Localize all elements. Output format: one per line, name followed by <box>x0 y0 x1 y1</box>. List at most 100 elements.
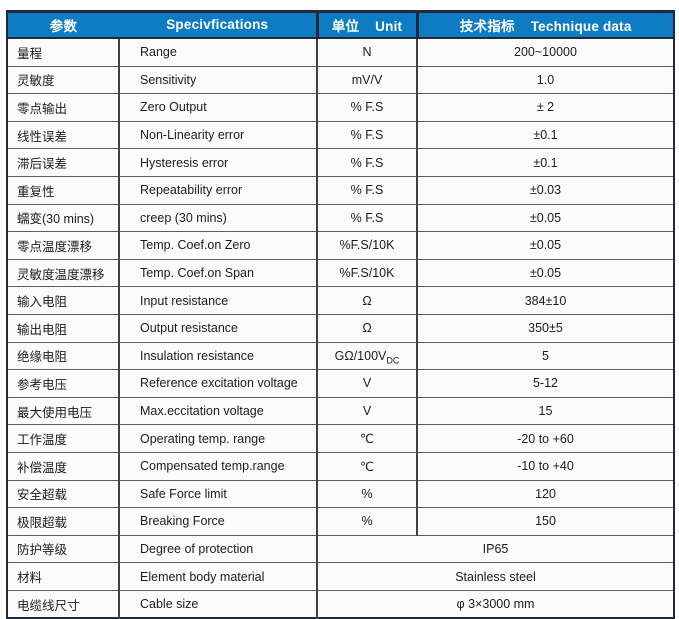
value-cell: 384±10 <box>416 286 674 315</box>
param-cn-cell: 工作温度 <box>7 424 119 453</box>
unit-cell: %F.S/10K <box>316 231 417 260</box>
unit-cell: V <box>316 369 417 398</box>
value-cell: ± 2 <box>416 93 674 122</box>
table-row: 零点输出 Zero Output % F.S ± 2 <box>7 93 674 122</box>
table-row: 零点温度漂移 Temp. Coef.on Zero %F.S/10K ±0.05 <box>7 231 674 260</box>
unit-text: %F.S/10K <box>339 238 395 253</box>
param-cn-cell: 量程 <box>7 37 119 67</box>
unit-text: %F.S/10K <box>339 266 395 281</box>
spec-en-cell: creep (30 mins) <box>118 203 317 232</box>
unit-cell: % F.S <box>316 148 417 177</box>
unit-subscript: DC <box>386 355 400 366</box>
param-cn-cell: 参考电压 <box>7 369 119 398</box>
table-row: 滞后误差 Hysteresis error % F.S ±0.1 <box>7 148 674 177</box>
table-row: 蠕变(30 mins) creep (30 mins) % F.S ±0.05 <box>7 203 674 232</box>
value-cell: ±0.05 <box>416 203 674 232</box>
table-row: 灵敏度温度漂移 Temp. Coef.on Span %F.S/10K ±0.05 <box>7 258 674 287</box>
unit-cell: % F.S <box>316 93 417 122</box>
header-technique-data: 技术指标 Technique data <box>415 11 674 39</box>
spec-table-body: 量程 Range N 200~10000 灵敏度 Sensitivity mV/V 1.0 零点… <box>7 37 674 619</box>
value-cell: ±0.03 <box>416 175 674 205</box>
value-cell: 1.0 <box>416 65 674 94</box>
spec-en-cell: Reference excitation voltage <box>118 369 317 398</box>
unit-text: ℃ <box>359 432 375 447</box>
spec-en-cell: Degree of protection <box>118 534 317 563</box>
header-data-label-en: Technique data <box>530 18 632 34</box>
param-cn-cell: 灵敏度温度漂移 <box>7 258 119 287</box>
unit-cell: %F.S/10K <box>316 258 417 287</box>
param-cn-cell: 补偿温度 <box>7 451 119 480</box>
unit-text: mV/V <box>351 72 383 87</box>
table-row: 输入电阻 Input resistance Ω 384±10 <box>7 286 674 315</box>
param-cn-cell: 零点温度漂移 <box>7 231 119 260</box>
param-cn-cell: 材料 <box>7 562 119 591</box>
param-cn-cell: 安全超载 <box>7 479 119 508</box>
param-cn-cell: 灵敏度 <box>7 65 119 94</box>
unit-text: % F.S <box>350 155 384 170</box>
table-row: 补偿温度 Compensated temp.range ℃ -10 to +40 <box>7 451 674 480</box>
unit-text: % <box>361 514 373 529</box>
unit-text: V <box>362 404 372 419</box>
unit-cell: mV/V <box>316 65 417 94</box>
value-cell: ±0.1 <box>416 120 674 149</box>
unit-text: % F.S <box>350 183 384 198</box>
unit-cell: % <box>316 479 417 508</box>
table-row: 电缆线尺寸 Cable size φ 3×3000 mm <box>7 589 674 619</box>
spec-en-cell: Non-Linearity error <box>118 120 317 149</box>
spec-en-cell: Breaking Force <box>118 507 317 536</box>
param-cn-cell: 滞后误差 <box>7 148 119 177</box>
table-row: 重复性 Repeatability error % F.S ±0.03 <box>7 175 674 205</box>
header-unit-label-cn: 单位 <box>331 18 360 34</box>
table-row: 极限超载 Breaking Force% 150 <box>7 507 674 536</box>
unit-cell: % F.S <box>316 175 417 205</box>
table-row: 灵敏度 Sensitivity mV/V 1.0 <box>7 65 674 94</box>
spec-en-cell: Sensitivity <box>118 65 317 94</box>
unit-cell: N <box>316 37 417 67</box>
spec-table-container: 参数 Specivfications 单位 Unit 技术指标 Technique … <box>6 10 675 619</box>
header-param: 参数 <box>7 11 119 39</box>
value-cell-merged: IP65 <box>316 534 674 563</box>
unit-text: GΩ/100V <box>334 348 387 363</box>
param-cn-cell: 重复性 <box>7 175 119 205</box>
table-row: 输出电阻 Output resistance Ω 350±5 <box>7 313 674 343</box>
unit-cell: Ω <box>316 286 417 315</box>
value-cell: 15 <box>416 396 674 425</box>
value-cell: -20 to +60 <box>416 424 674 453</box>
unit-text: % F.S <box>350 210 384 225</box>
unit-cell: ℃ <box>316 451 417 480</box>
spec-en-cell: Output resistance <box>118 313 317 343</box>
header-row: 参数 Specivfications 单位 Unit 技术指标 Technique … <box>7 11 674 39</box>
spec-en-cell: Compensated temp.range <box>118 451 317 480</box>
param-cn-cell: 输入电阻 <box>7 286 119 315</box>
table-row: 材料 Element body material Stainless steel <box>7 562 674 591</box>
param-cn-cell: 电缆线尺寸 <box>7 589 119 619</box>
table-row: 参考电压 Reference excitation voltage V 5-12 <box>7 369 674 398</box>
unit-cell: ℃ <box>316 424 417 453</box>
value-cell-merged: φ 3×3000 mm <box>316 589 674 619</box>
unit-cell: GΩ/100VDC <box>316 341 417 370</box>
spec-en-cell: Operating temp. range <box>118 424 317 453</box>
spec-en-cell: Safe Force limit <box>118 479 317 508</box>
table-row: 线性误差 Non-Linearity error % F.S ±0.1 <box>7 120 674 149</box>
unit-text: Ω <box>362 293 372 308</box>
param-cn-cell: 最大使用电压 <box>7 396 119 425</box>
spec-en-cell: Element body material <box>118 562 317 591</box>
value-cell: ±0.05 <box>416 231 674 260</box>
value-cell: ±0.1 <box>416 148 674 177</box>
value-cell: 120 <box>416 479 674 508</box>
table-row: 量程 Range N 200~10000 <box>7 37 674 67</box>
param-cn-cell: 零点输出 <box>7 93 119 122</box>
table-row: 最大使用电压 Max.eccitation voltage V 15 <box>7 396 674 425</box>
value-cell: 150 <box>416 507 674 536</box>
param-cn-cell: 极限超载 <box>7 507 119 536</box>
unit-text: Ω <box>362 321 372 336</box>
header-specifications-label: Specivfications <box>166 17 269 32</box>
header-unit: 单位 Unit <box>315 11 417 39</box>
param-cn-cell: 防护等级 <box>7 534 119 563</box>
value-cell-merged: Stainless steel <box>316 562 674 591</box>
table-row: 安全超载 Safe Force limit% 120 <box>7 479 674 508</box>
spec-en-cell: Hysteresis error <box>118 148 317 177</box>
param-cn-cell: 线性误差 <box>7 120 119 149</box>
spec-en-cell: Max.eccitation voltage <box>118 396 317 425</box>
specifications-table: 参数 Specivfications 单位 Unit 技术指标 Technique … <box>6 10 675 619</box>
